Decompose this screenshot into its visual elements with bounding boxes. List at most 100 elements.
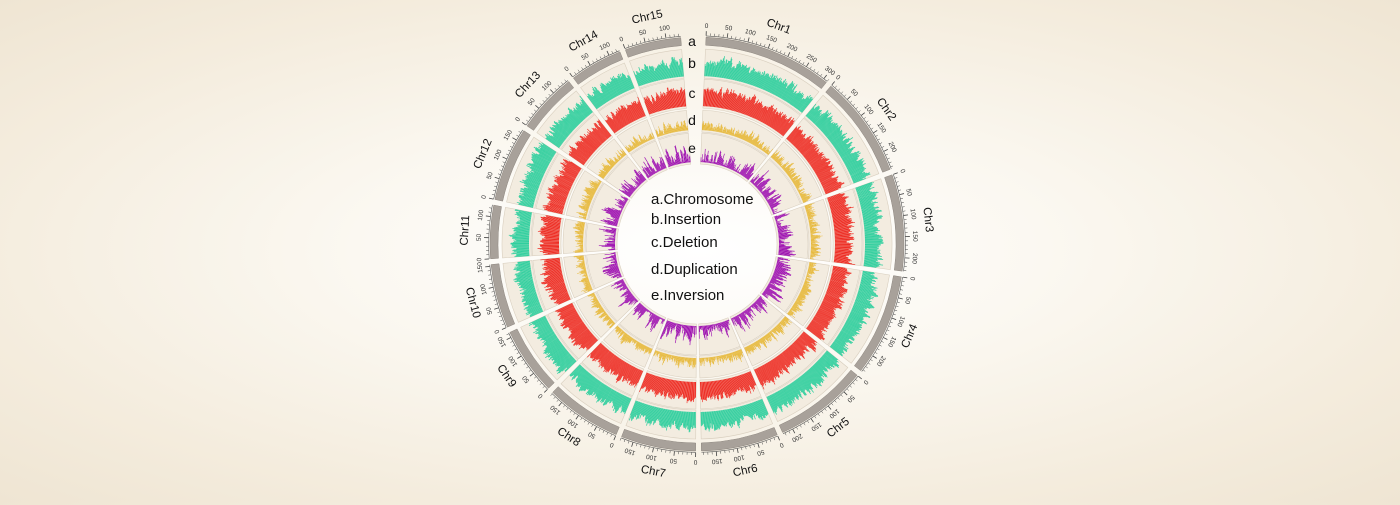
tick-label: 150	[497, 335, 508, 348]
tick-label: 0	[493, 328, 501, 334]
tick-label: 50	[587, 430, 597, 440]
minor-tick	[495, 304, 497, 305]
minor-tick	[764, 44, 765, 46]
chromosome-label: Chr13	[513, 69, 543, 100]
minor-tick	[510, 146, 512, 147]
major-tick	[832, 81, 835, 84]
bar-e	[605, 244, 615, 245]
minor-tick	[521, 360, 523, 361]
bar-c	[540, 244, 560, 245]
minor-tick	[526, 367, 528, 368]
minor-tick	[517, 353, 519, 354]
minor-tick	[797, 427, 798, 429]
major-tick	[486, 216, 490, 217]
minor-tick	[841, 395, 843, 397]
major-tick	[507, 338, 511, 340]
minor-tick	[760, 43, 761, 45]
minor-tick	[492, 292, 494, 293]
minor-tick	[876, 135, 878, 136]
major-tick	[758, 444, 759, 448]
minor-tick	[776, 49, 777, 51]
minor-tick	[818, 414, 819, 416]
minor-tick	[499, 316, 501, 317]
minor-tick	[832, 403, 834, 405]
major-tick	[899, 298, 903, 299]
minor-tick	[821, 74, 822, 76]
minor-tick	[784, 52, 785, 54]
minor-tick	[853, 383, 855, 385]
tick-label: 0	[705, 23, 709, 30]
bar-b	[865, 245, 881, 246]
major-tick	[727, 33, 728, 37]
bar-d	[704, 358, 705, 359]
bar-c	[543, 244, 559, 245]
minor-tick	[785, 433, 786, 435]
major-tick	[594, 427, 596, 431]
bar-c	[835, 244, 850, 245]
minor-tick	[592, 425, 593, 427]
minor-tick	[741, 448, 742, 450]
bar-e	[607, 244, 615, 245]
minor-tick	[800, 425, 801, 427]
tick-label: 50	[521, 374, 531, 384]
tick-label: 150	[503, 129, 515, 142]
minor-tick	[543, 386, 545, 388]
bar-e	[607, 243, 615, 244]
bar-d	[581, 248, 583, 249]
minor-tick	[889, 326, 891, 327]
minor-tick	[889, 162, 891, 163]
minor-tick	[603, 431, 604, 433]
minor-tick	[624, 440, 625, 442]
minor-tick	[555, 88, 557, 90]
minor-tick	[515, 349, 517, 350]
major-tick	[494, 308, 498, 309]
minor-tick	[746, 447, 747, 449]
tick-label: 100	[733, 453, 745, 462]
minor-tick	[508, 150, 510, 151]
bar-e	[779, 244, 789, 245]
chromosome-label: Chr12	[472, 137, 495, 171]
minor-tick	[895, 310, 897, 311]
tick-label: 150	[624, 446, 637, 456]
bar-d	[811, 245, 819, 246]
tick-label: 200	[910, 253, 918, 265]
minor-tick	[554, 397, 556, 399]
minor-tick	[507, 334, 509, 335]
bar-c	[544, 243, 559, 244]
chromosome-label: Chr3	[920, 207, 935, 233]
minor-tick	[744, 38, 745, 40]
minor-tick	[524, 363, 526, 364]
minor-tick	[519, 131, 521, 132]
tick-label: 50	[486, 171, 495, 180]
minor-tick	[863, 370, 865, 371]
minor-tick	[850, 101, 852, 103]
minor-tick	[584, 420, 585, 422]
minor-tick	[817, 72, 818, 74]
minor-tick	[540, 383, 542, 385]
minor-tick	[897, 302, 899, 303]
minor-tick	[887, 158, 889, 159]
bar-e	[614, 241, 615, 242]
tick-label: 0	[537, 392, 545, 400]
tick-label: 150	[911, 231, 918, 242]
tick-label: 100	[862, 103, 874, 116]
bar-c	[835, 243, 853, 244]
minor-tick	[825, 409, 826, 411]
chromosome-label: Chr10	[463, 286, 483, 319]
bar-e	[701, 161, 702, 162]
major-tick	[530, 373, 533, 376]
major-tick	[576, 416, 579, 420]
tick-label: 150	[476, 261, 484, 273]
major-tick	[748, 37, 749, 41]
minor-tick	[495, 182, 497, 183]
tick-label: 200	[790, 432, 803, 443]
minor-tick	[803, 62, 804, 64]
major-tick	[904, 215, 908, 216]
tick-label: 150	[809, 420, 822, 432]
minor-tick	[795, 58, 796, 60]
major-tick	[900, 194, 904, 195]
minor-tick	[762, 442, 763, 444]
minor-tick	[588, 423, 589, 425]
